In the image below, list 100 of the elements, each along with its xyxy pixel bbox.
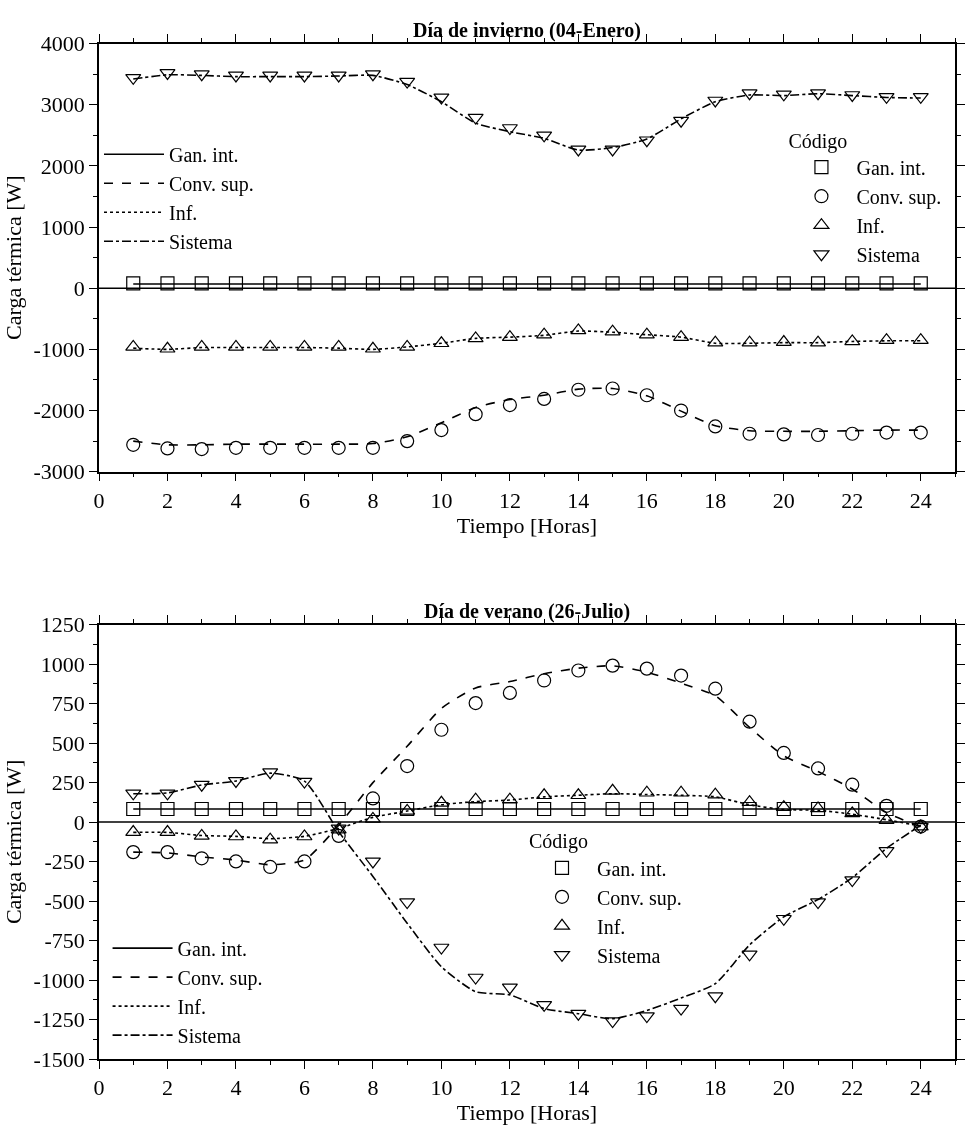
point: [365, 801, 381, 817]
point: [263, 801, 278, 817]
point: [879, 798, 894, 813]
x-axis-title: Tiempo [Horas]: [456, 1100, 598, 1126]
y-tick-label: 500: [51, 730, 85, 756]
y-tick-label: -2000: [33, 398, 85, 424]
point: [536, 1000, 553, 1012]
point: [468, 276, 483, 291]
point: [194, 441, 209, 457]
point: [844, 876, 861, 888]
point: [194, 276, 209, 291]
point: [708, 419, 723, 434]
point: [160, 845, 175, 860]
point: [604, 783, 621, 795]
chart-title: Día de verano (26-Julio): [424, 600, 631, 623]
point: [125, 789, 142, 801]
point: [912, 333, 929, 345]
point: [434, 722, 449, 737]
point: [742, 426, 757, 441]
point: [845, 801, 860, 817]
point: [501, 792, 518, 804]
point: [537, 391, 552, 407]
point: [160, 801, 175, 817]
x-tick-label: 0: [93, 487, 105, 513]
point: [912, 92, 929, 104]
point: [399, 339, 416, 351]
point: [331, 801, 346, 817]
point: [776, 801, 791, 817]
point: [741, 795, 758, 807]
point: [605, 658, 620, 673]
point: [126, 801, 141, 817]
point: [810, 276, 826, 291]
x-tick-label: 24: [909, 487, 932, 513]
point: [434, 801, 449, 817]
point: [741, 335, 758, 347]
point: [125, 339, 142, 351]
point: [604, 324, 621, 336]
point: [296, 71, 313, 83]
legend-label: Conv. sup.: [169, 173, 254, 197]
y-tick-label: -250: [44, 849, 85, 875]
point: [570, 323, 587, 335]
y-axis-title: Carga térmica [W]: [0, 175, 26, 340]
point: [330, 339, 347, 351]
point: [263, 440, 278, 455]
legend-label: Inf.: [856, 215, 885, 238]
point: [639, 276, 654, 291]
legend-label: Sistema: [597, 944, 661, 967]
point: [159, 69, 176, 81]
point: [673, 403, 689, 418]
y-tick-label: 0: [73, 809, 85, 835]
point: [913, 425, 928, 440]
point: [571, 276, 586, 291]
x-tick-label: 4: [230, 487, 242, 513]
x-tick-label: 20: [772, 1075, 795, 1101]
x-tick-label: 18: [704, 1075, 727, 1101]
point: [707, 96, 724, 108]
point: [467, 792, 484, 804]
point: [296, 777, 313, 789]
point: [810, 761, 826, 776]
point: [742, 714, 757, 729]
point: [775, 914, 792, 926]
x-tick-label: 6: [298, 1075, 310, 1101]
point: [194, 851, 209, 866]
point: [639, 661, 654, 676]
point: [571, 382, 586, 397]
legend-label: Gan. int.: [177, 937, 247, 960]
x-tick-label: 12: [498, 487, 521, 513]
point: [193, 780, 210, 792]
y-tick-label: 2000: [40, 153, 85, 179]
point: [126, 845, 141, 860]
point: [571, 663, 586, 678]
y-tick-label: 1000: [40, 214, 85, 240]
point: [879, 801, 894, 817]
point: [400, 758, 415, 774]
point: [708, 276, 723, 291]
point: [433, 93, 450, 105]
point: [537, 276, 552, 291]
point: [673, 276, 689, 291]
point: [604, 145, 621, 157]
point: [605, 381, 620, 396]
legend-label: Sistema: [177, 1024, 242, 1047]
y-tick-label: 4000: [40, 31, 85, 57]
x-tick-label: 24: [909, 1075, 932, 1101]
point: [570, 145, 587, 157]
point: [193, 70, 210, 82]
y-tick-label: 750: [51, 691, 85, 717]
x-tick-label: 20: [772, 487, 795, 513]
legend-label: Inf.: [177, 995, 206, 1018]
point: [605, 276, 620, 291]
point: [639, 388, 654, 403]
x-tick-label: 4: [230, 1075, 242, 1101]
x-tick-label: 14: [567, 487, 590, 513]
point: [537, 673, 552, 688]
point: [194, 801, 209, 817]
point: [536, 327, 553, 339]
point: [400, 276, 415, 291]
point: [604, 1017, 621, 1029]
point: [879, 276, 894, 291]
point: [365, 440, 381, 455]
y-tick-label: -1500: [33, 1046, 85, 1072]
